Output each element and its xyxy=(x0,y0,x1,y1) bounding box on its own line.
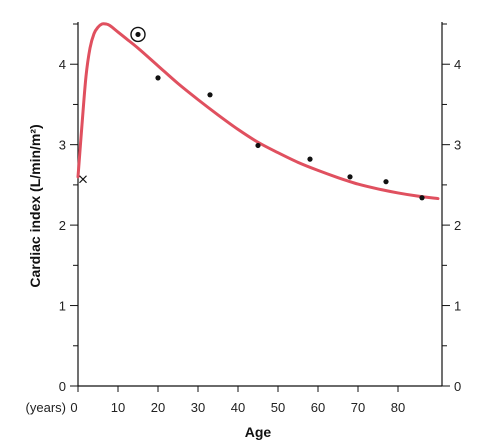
y-axis-title: Cardiac index (L/min/m²) xyxy=(27,124,43,287)
x-tick-label: 10 xyxy=(111,400,125,415)
x-tick-label: 50 xyxy=(271,400,285,415)
x-tick-label: 70 xyxy=(351,400,365,415)
y-tick-label-right: 3 xyxy=(454,138,461,153)
data-point xyxy=(419,195,425,201)
y-tick-label-left: 0 xyxy=(59,379,66,394)
data-point xyxy=(307,156,313,162)
cross-point xyxy=(79,175,87,184)
x-tick-label: 0 xyxy=(70,400,77,415)
y-tick-label-right: 4 xyxy=(454,57,461,72)
circled-point xyxy=(135,31,141,38)
x-tick-label: 20 xyxy=(151,400,165,415)
x-axis-title: Age xyxy=(245,424,272,440)
series xyxy=(76,22,440,201)
y-tick-label-left: 2 xyxy=(59,218,66,233)
data-point xyxy=(207,92,213,98)
y-tick-label-left: 1 xyxy=(59,299,66,314)
x-tick-label: 80 xyxy=(391,400,405,415)
y-tick-label-right: 2 xyxy=(454,218,461,233)
data-point xyxy=(383,179,389,185)
x-unit-label: (years) xyxy=(26,400,66,415)
data-point xyxy=(255,142,261,149)
data-point xyxy=(347,174,353,180)
circled-point-ring xyxy=(130,26,146,43)
data-point xyxy=(155,75,161,81)
y-tick-label-right: 1 xyxy=(454,299,461,314)
cardiac-index-curve xyxy=(76,22,440,201)
y-tick-label-left: 4 xyxy=(59,57,66,72)
y-tick-label-right: 0 xyxy=(454,379,461,394)
axes xyxy=(77,22,443,387)
y-tick-label-left: 3 xyxy=(59,138,66,153)
x-tick-label: 60 xyxy=(311,400,325,415)
x-tick-label: 40 xyxy=(231,400,245,415)
x-tick-label: 30 xyxy=(191,400,205,415)
